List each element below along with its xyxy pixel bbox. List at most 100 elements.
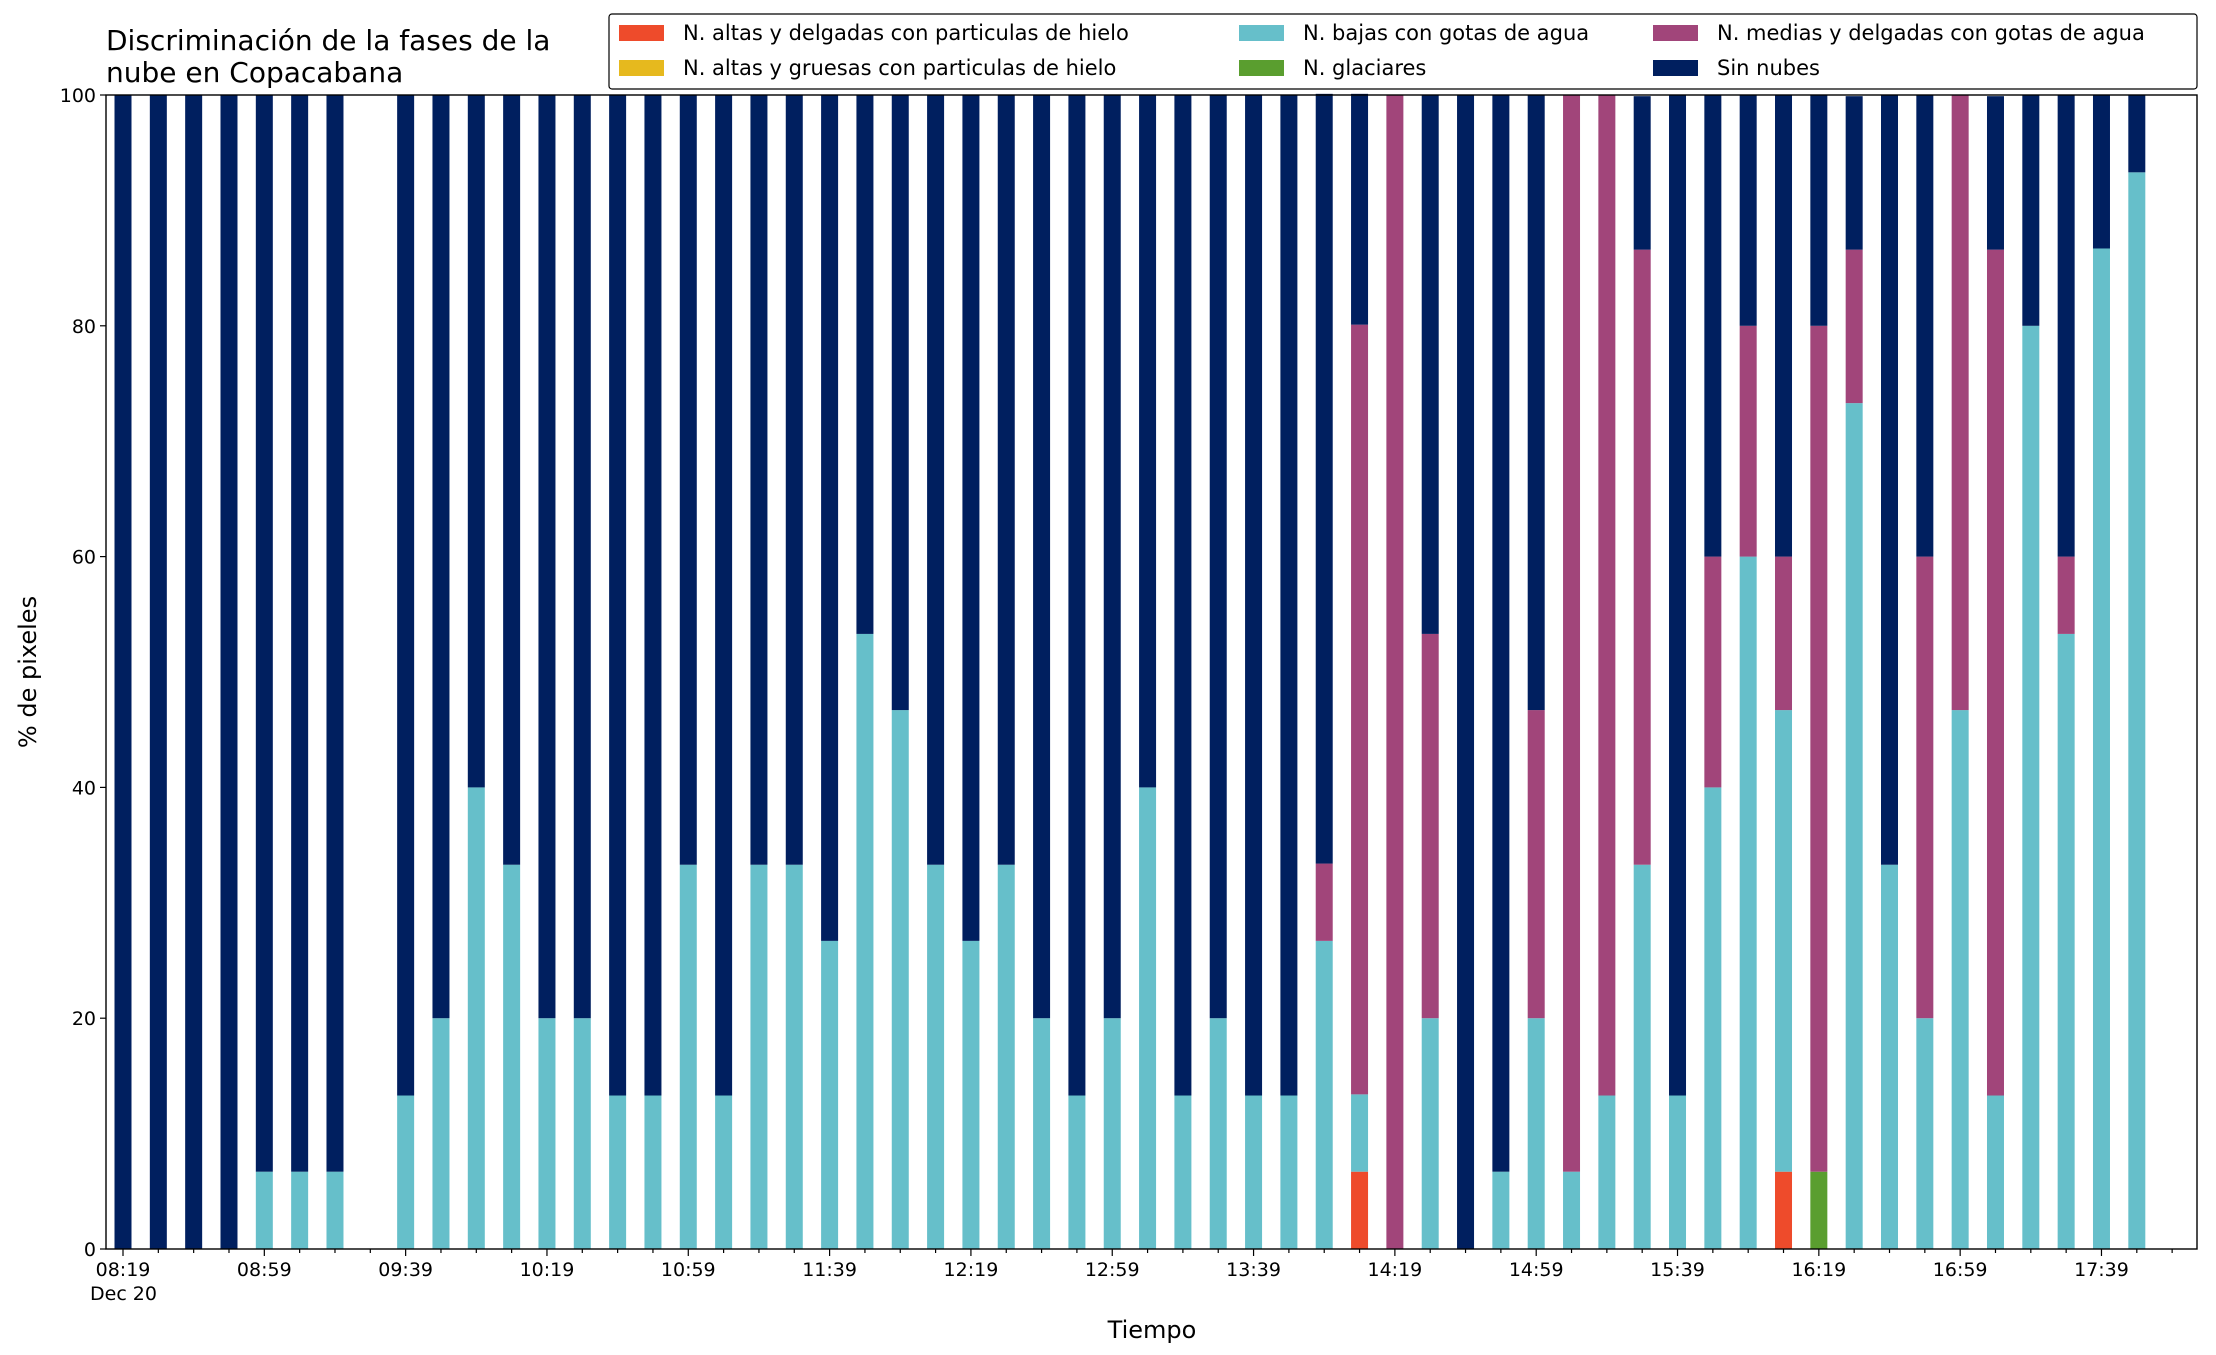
x-tick-label: 13:39 [1226, 1259, 1281, 1281]
bar-segment [1881, 95, 1898, 865]
bar-segment [1986, 96, 2004, 250]
bar-segment [1386, 95, 1404, 1249]
bar-segment [1739, 95, 1757, 326]
bar-segment [1704, 95, 1722, 557]
bar-segment [1139, 95, 1157, 788]
bar-segment [326, 95, 344, 1172]
bar-segment [538, 1018, 556, 1249]
bar-segment [1775, 556, 1793, 711]
bar-segment [1916, 95, 1934, 557]
bar-segment [715, 95, 733, 1096]
x-tick-label: 12:19 [944, 1259, 999, 1281]
legend-frame [608, 13, 2198, 90]
x-tick-label: 10:59 [661, 1259, 716, 1281]
bar-segment [644, 1095, 662, 1249]
bar-segment [397, 95, 415, 1096]
bar-segment [1139, 787, 1157, 1249]
bar-segment [891, 95, 909, 711]
bar-segment [1209, 1018, 1227, 1249]
bar-segment [1315, 863, 1333, 941]
bar-segment [1068, 1095, 1086, 1249]
legend-swatch [1653, 60, 1698, 76]
x-tick-label: 16:59 [1933, 1259, 1988, 1281]
x-tick-label: 09:39 [378, 1259, 433, 1281]
bar-segment [1421, 633, 1439, 1019]
bar-segment [1033, 95, 1051, 1019]
x-tick-label: 08:59 [237, 1259, 292, 1281]
bar-segment [573, 95, 591, 1019]
bar-segment [1845, 96, 1863, 250]
bar-segment [291, 1171, 309, 1249]
legend: N. altas y delgadas con particulas de hi… [608, 13, 2198, 90]
bar-segment [1421, 1018, 1439, 1249]
bar-segment [1633, 96, 1651, 250]
x-tick-label: 10:19 [520, 1259, 575, 1281]
bar-segment [1598, 1095, 1616, 1249]
x-tick-label: 11:39 [802, 1259, 857, 1281]
bar-segment [1563, 95, 1581, 1172]
bar-segment [997, 95, 1015, 865]
bar-segment [432, 95, 450, 1019]
bar-segment [1492, 95, 1510, 1172]
bar-segment [1563, 1171, 1581, 1249]
bar-segment [326, 1171, 344, 1249]
bar-segment [2022, 95, 2040, 326]
legend-swatch [619, 60, 664, 76]
legend-label: Sin nubes [1717, 56, 1820, 80]
x-tick-label: 16:19 [1791, 1259, 1846, 1281]
bar-segment [927, 95, 945, 865]
y-tick-label: 40 [72, 777, 96, 799]
bar-segment [1527, 710, 1545, 1019]
legend-label: N. bajas con gotas de agua [1303, 21, 1589, 45]
bar-segment [255, 1171, 273, 1249]
bar-segment [1351, 1094, 1369, 1172]
y-tick-label: 60 [72, 547, 96, 569]
bar-segment [432, 1018, 450, 1249]
bar-segment [1739, 556, 1757, 1249]
bar-segment [821, 95, 839, 941]
bar-segment [997, 864, 1015, 1249]
bar-segment [715, 1095, 733, 1249]
bar-segment [1845, 403, 1863, 1249]
bar-segment [609, 95, 627, 1096]
bar-segment [1527, 95, 1545, 711]
x-tick-label: 15:39 [1650, 1259, 1705, 1281]
bar-segment [1527, 1018, 1545, 1249]
bar-segment [891, 710, 909, 1249]
bar-segment [1033, 1018, 1051, 1249]
bar-segment [856, 633, 874, 1249]
bar-segment [1951, 710, 1969, 1249]
bar-segment [1704, 556, 1722, 788]
bar-segment [2092, 248, 2110, 1249]
bar-segment [1810, 1171, 1828, 1249]
bar-segment [467, 95, 485, 788]
chart-title: Discriminación de la fases de la nube en … [106, 24, 550, 89]
bar-segment [1986, 249, 2004, 1096]
bar-segment [114, 95, 132, 1249]
bar-segment [1669, 95, 1687, 1096]
bar-segment [1704, 787, 1722, 1249]
plot-frame [105, 94, 2198, 1250]
y-tick-label: 100 [60, 85, 96, 107]
bar-segment [2128, 95, 2146, 173]
bar-segment [149, 95, 167, 1249]
bar-segment [1810, 95, 1828, 326]
legend-swatch [1239, 60, 1284, 76]
bar-segment [1986, 1095, 2004, 1249]
bar-segment [2057, 633, 2075, 1249]
bar-segment [1881, 864, 1898, 1249]
bar-segment [538, 95, 556, 1019]
bar-segment [185, 95, 203, 1249]
x-tick-label: 14:59 [1509, 1259, 1564, 1281]
bar-segment [467, 787, 485, 1249]
legend-swatch [1653, 25, 1698, 41]
legend-label: N. altas y delgadas con particulas de hi… [683, 21, 1129, 45]
bar-segment [1174, 1095, 1192, 1249]
bar-segment [255, 95, 273, 1172]
bar-segment [1916, 556, 1934, 1019]
bar-segment [750, 864, 768, 1249]
bar-segment [1775, 1171, 1793, 1249]
bar-segment [1739, 325, 1757, 557]
bar-segment [1598, 95, 1616, 1096]
